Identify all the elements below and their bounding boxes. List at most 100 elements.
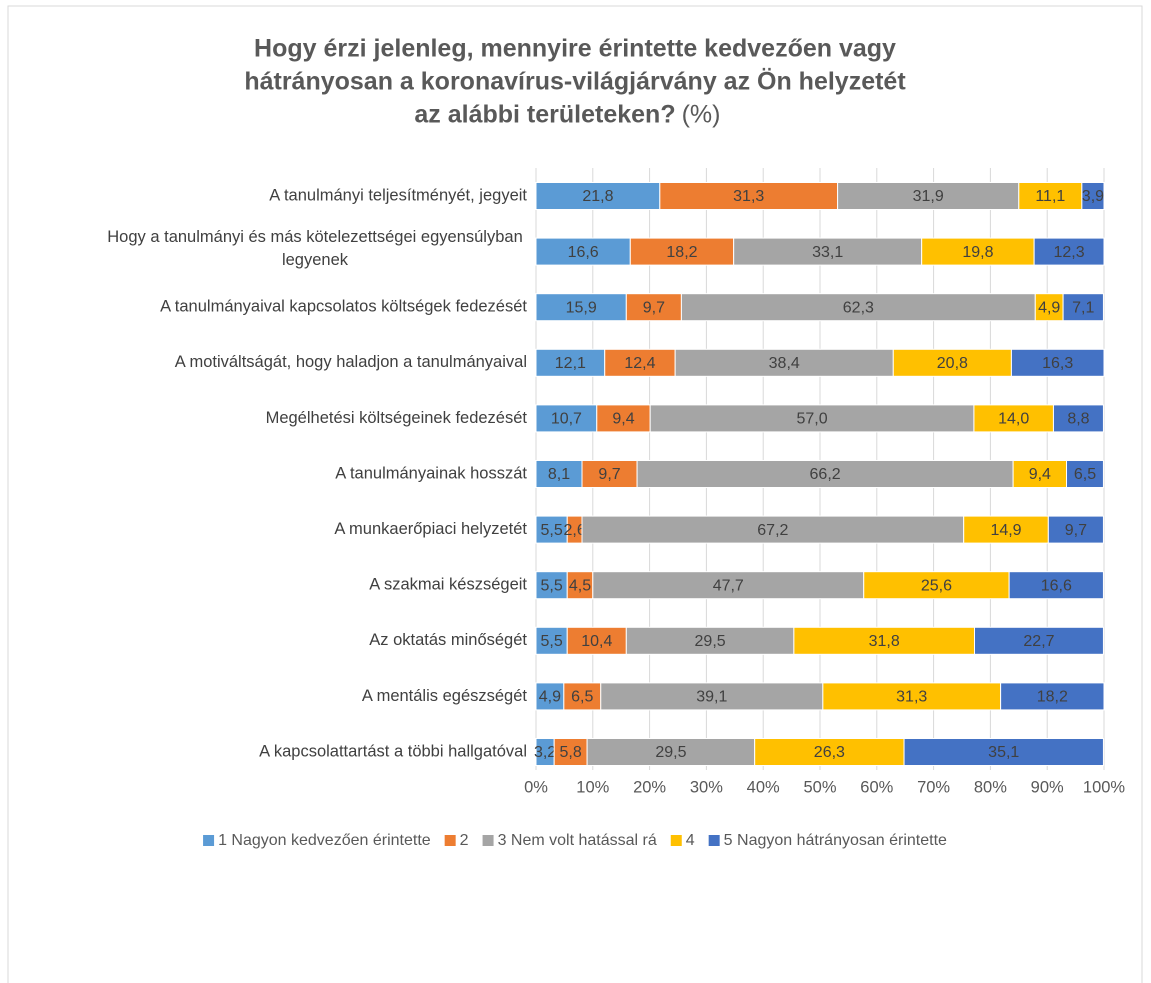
data-label: 9,4 [612,411,634,428]
bar-segment [733,237,923,266]
bar-segment [596,404,651,433]
legend-swatch [482,835,494,846]
y-tick-label: Az oktatás minőségét [369,631,527,649]
bar-segment [1062,293,1104,322]
data-label: 38,4 [769,355,800,372]
data-label: 12,4 [624,355,655,372]
y-tick-label: A tanulmányainak hosszát [335,464,527,482]
bar-segment [566,571,594,600]
y-tick-label: A tanulmányi teljesítményét, jegyeit [269,186,527,204]
legend-label: 2 [460,832,469,849]
bar-segment [973,626,1104,655]
x-tick-label: 100% [1083,778,1126,796]
bar-segment [903,738,1104,766]
data-label: 15,9 [566,299,597,316]
x-tick-label: 90% [1031,778,1064,796]
bar-segment [629,237,735,266]
bar-segment [822,682,1002,711]
data-label: 29,5 [695,633,726,650]
data-label: 8,1 [548,466,570,483]
data-label: 18,2 [1037,689,1068,706]
legend-swatch [444,835,456,846]
data-label: 5,8 [560,744,582,761]
legend: 1 Nagyon kedvezően érintette 2 3 Nem volt … [203,832,947,849]
data-label: 9,7 [598,466,620,483]
data-label: 35,1 [988,744,1019,761]
data-label: 29,5 [655,744,686,761]
bar-segment [1000,682,1105,711]
data-label: 9,4 [1029,466,1051,483]
legend-swatch [203,835,215,846]
y-tick-label: A kapcsolattartást a többi hallgatóval [259,742,527,760]
bar-segment [754,738,905,766]
data-label: 5,5 [540,577,562,594]
bar-segment [1066,460,1104,488]
data-label: 5,5 [540,633,562,650]
data-label: 11,1 [1035,188,1065,205]
data-label: 57,0 [796,411,827,428]
legend-label: 5 Nagyon hátrányosan érintette [724,832,947,849]
data-label: 16,3 [1042,355,1073,372]
data-label: 8,8 [1067,411,1089,428]
data-label: 26,3 [814,744,845,761]
x-tick-label: 0% [524,778,548,796]
data-label: 47,7 [713,577,744,594]
bar-segment [1010,348,1105,377]
bar-segment [535,404,598,433]
legend-label: 3 Nem volt hatással rá [498,832,657,849]
x-tick-label: 60% [860,778,893,796]
bar-segment [649,404,975,433]
data-label: 2,6 [563,522,585,539]
data-label: 31,3 [896,689,927,706]
bar-segment [535,682,565,711]
data-label: 9,7 [1065,522,1087,539]
data-label: 4,5 [569,577,591,594]
data-label: 62,3 [843,299,874,316]
bar-segment [793,626,975,655]
data-label: 7,1 [1072,299,1094,316]
data-label: 31,8 [869,633,900,650]
legend-swatch [670,835,682,846]
data-label: 20,8 [937,355,968,372]
bar-segment [963,515,1049,544]
data-label: 33,1 [812,244,843,261]
legend-label: 4 [686,832,695,849]
legend-label: 1 Nagyon kedvezően érintette [218,832,431,849]
x-tick-label: 40% [747,778,780,796]
x-tick-label: 20% [633,778,666,796]
bar-segment [586,738,756,766]
data-label: 6,5 [571,689,593,706]
data-label: 25,6 [921,577,952,594]
data-label: 39,1 [696,689,727,706]
data-label: 4,9 [1038,299,1060,316]
data-label: 14,9 [990,522,1021,539]
data-label: 21,8 [582,188,613,205]
data-label: 5,5 [540,522,562,539]
bar-segment [1052,404,1104,433]
y-tick-label: Hogy a tanulmányi és más kötelezettségei… [107,228,523,269]
x-tick-label: 80% [974,778,1007,796]
bar-segment [921,237,1035,266]
chart-title-suffix: (%) [682,101,721,129]
data-label: 10,7 [551,411,582,428]
bar-segment [973,404,1054,433]
data-label: 9,7 [643,299,665,316]
data-label: 31,9 [913,188,944,205]
bar-segment [535,348,606,377]
data-label: 12,3 [1053,244,1084,261]
data-label: 22,7 [1023,633,1054,650]
data-label: 6,5 [1074,466,1096,483]
x-tick-label: 30% [690,778,723,796]
y-tick-label: A tanulmányaival kapcsolatos költségek f… [160,298,527,316]
data-label: 18,2 [666,244,697,261]
bar-segment [581,515,965,544]
data-label: 31,3 [733,188,764,205]
data-label: 16,6 [568,244,599,261]
bar-segment [892,348,1012,377]
bar-segment [1081,182,1105,210]
chart-title: az alábbi területeken? [414,101,675,129]
data-label: 16,6 [1041,577,1072,594]
data-label: 3,9 [1082,188,1104,205]
y-tick-label: A szakmai készségeit [369,576,527,594]
